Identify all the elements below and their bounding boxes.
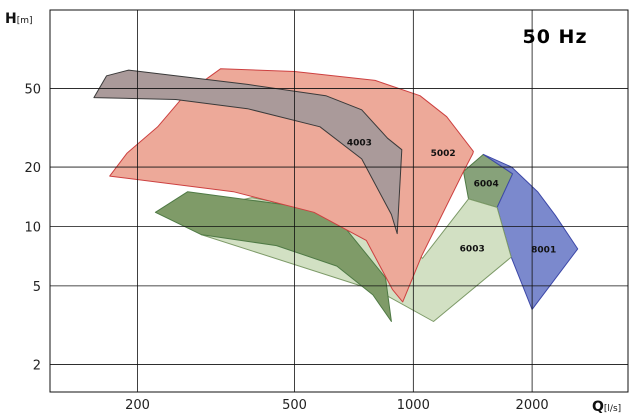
x-tick-label-1000: 1000 bbox=[397, 398, 430, 413]
x-tick-label-200: 200 bbox=[125, 398, 150, 413]
pump-regions bbox=[93, 68, 579, 322]
region-label-6004: 6004 bbox=[474, 180, 499, 190]
tick-labels: 200 500 1000 2000 2 5 10 20 50 bbox=[24, 83, 548, 413]
region-labels: 4003 5002 6004 6003 8001 bbox=[347, 138, 556, 255]
region-label-8001: 8001 bbox=[531, 246, 556, 256]
x-axis-title: Q[l/s] bbox=[592, 399, 621, 413]
region-label-6003: 6003 bbox=[460, 244, 485, 254]
region-unlabeled-3 bbox=[154, 191, 392, 322]
y-axis-title: H[m] bbox=[5, 11, 33, 27]
region-label-4003: 4003 bbox=[347, 138, 372, 148]
y-tick-label-20: 20 bbox=[24, 161, 41, 176]
grid bbox=[49, 9, 629, 393]
plot-frame bbox=[49, 9, 629, 393]
y-tick-label-10: 10 bbox=[24, 220, 41, 235]
region-8001 bbox=[482, 153, 579, 310]
y-tick-label-50: 50 bbox=[24, 83, 41, 98]
region-label-5002: 5002 bbox=[431, 149, 456, 159]
x-tick-label-2000: 2000 bbox=[516, 398, 549, 413]
y-tick-label-2: 2 bbox=[33, 358, 41, 373]
y-tick-label-5: 5 bbox=[33, 280, 41, 295]
x-tick-label-500: 500 bbox=[282, 398, 307, 413]
region-4003 bbox=[93, 69, 403, 235]
chart-title: 50 Hz bbox=[522, 26, 587, 48]
